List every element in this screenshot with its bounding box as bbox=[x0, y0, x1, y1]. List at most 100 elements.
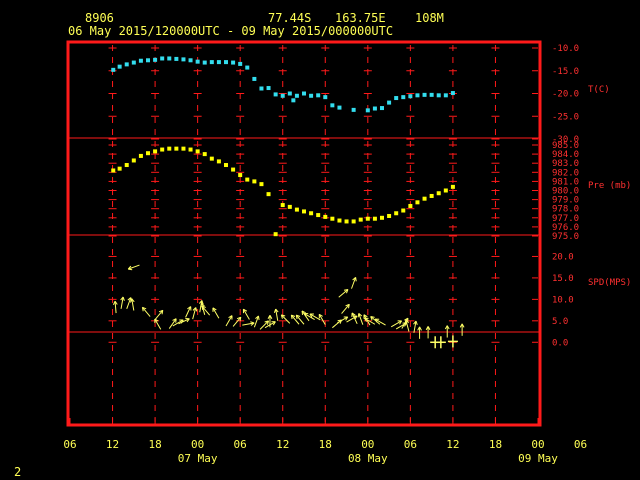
wind-arrow-head bbox=[374, 318, 378, 323]
pressure-point bbox=[245, 177, 250, 182]
wind-arrow-head bbox=[272, 321, 276, 326]
wind-arrow-head bbox=[120, 296, 124, 301]
wind-arrow bbox=[131, 298, 135, 311]
pressure-point bbox=[160, 147, 165, 152]
wind-arrow-head bbox=[122, 296, 125, 301]
wind-arrow-head bbox=[404, 319, 407, 324]
wind-arrow-head bbox=[275, 308, 279, 313]
wind-arrow-head bbox=[250, 321, 255, 324]
wind-arrow bbox=[154, 310, 164, 320]
wind-arrow-head bbox=[273, 308, 277, 313]
wind-arrow bbox=[351, 277, 357, 289]
pressure-point bbox=[224, 163, 228, 168]
pressure-ytick-label: 975.0 bbox=[552, 232, 579, 242]
wind-arrow-head bbox=[291, 314, 296, 317]
x-day-label: 08 May bbox=[348, 452, 388, 465]
x-tick-label: 12 bbox=[446, 438, 459, 451]
pressure-point bbox=[358, 217, 363, 222]
temperature-point bbox=[380, 106, 384, 111]
pressure-point bbox=[124, 163, 129, 168]
wind-arrow bbox=[242, 322, 255, 326]
temperature-point bbox=[195, 59, 200, 64]
pressure-point bbox=[188, 147, 193, 152]
temperature-panel: -10.0 -15.0 -20.0 -25.0 -30.0 T(C) bbox=[108, 44, 610, 145]
temperature-point bbox=[111, 67, 116, 72]
pressure-point bbox=[316, 213, 321, 218]
x-tick-label: 00 bbox=[361, 438, 374, 451]
temperature-ylabel: T(C) bbox=[588, 85, 610, 95]
wind-arrow-head bbox=[357, 313, 360, 318]
pressure-point bbox=[436, 191, 441, 196]
wind-arrow bbox=[120, 296, 124, 309]
wind-arrow-head bbox=[142, 306, 147, 310]
wind-arrow bbox=[370, 316, 381, 325]
station-id: 8906 bbox=[85, 11, 114, 25]
temperature-point bbox=[117, 64, 122, 69]
wind-arrow bbox=[275, 308, 279, 321]
wind-arrow-head bbox=[319, 313, 323, 317]
wind-arrow-head bbox=[444, 325, 448, 330]
x-tick-label: 00 bbox=[191, 438, 204, 451]
wind-arrow-head bbox=[364, 317, 368, 322]
pressure-point bbox=[323, 214, 328, 219]
wind-arrow-head bbox=[172, 318, 177, 321]
wind-arrow-head bbox=[212, 307, 217, 311]
temperature-point bbox=[138, 58, 143, 63]
wind-arrow-head bbox=[264, 320, 269, 323]
x-tick-label: 06 bbox=[234, 438, 247, 451]
wind-arrow bbox=[128, 264, 140, 270]
wind-arrow-head bbox=[290, 314, 293, 320]
wind-arrow-head bbox=[417, 326, 421, 331]
x-tick-label: 12 bbox=[106, 438, 119, 451]
pressure-point bbox=[330, 216, 335, 221]
wind-arrow bbox=[364, 317, 376, 325]
wind-arrow bbox=[280, 314, 291, 324]
wind-arrow-head bbox=[131, 298, 135, 303]
temperature-point bbox=[231, 60, 236, 65]
temperature-point bbox=[160, 56, 165, 61]
x-tick-label: 06 bbox=[63, 438, 76, 451]
pressure-ytick-label: 981.0 bbox=[552, 177, 579, 187]
pressure-point bbox=[351, 219, 356, 224]
wind-arrow-head bbox=[345, 316, 349, 321]
wind-arrow bbox=[201, 303, 206, 315]
wind-arrow bbox=[318, 314, 326, 325]
wind-arrow bbox=[185, 306, 192, 318]
temperature-point bbox=[131, 60, 136, 65]
x-day-label: 07 May bbox=[178, 452, 218, 465]
wind-arrow-head bbox=[358, 313, 363, 317]
wind-arrow-head bbox=[112, 300, 116, 306]
pressure-point bbox=[209, 156, 214, 161]
pressure-ytick-label: 982.0 bbox=[552, 168, 579, 178]
wind-arrow bbox=[242, 308, 250, 320]
pressure-ytick-label: 983.0 bbox=[552, 159, 579, 169]
wind-arrow-head bbox=[236, 316, 241, 320]
temperature-point bbox=[365, 108, 370, 113]
pressure-point bbox=[117, 166, 122, 171]
wind-arrow-head bbox=[141, 307, 144, 312]
temperature-point bbox=[153, 57, 158, 62]
wind-arrow bbox=[212, 307, 220, 319]
wind-arrow bbox=[346, 315, 358, 323]
temperature-point bbox=[408, 94, 413, 99]
wind-arrow-head bbox=[345, 303, 350, 307]
wind-arrow bbox=[154, 318, 162, 330]
temperature-point bbox=[188, 58, 193, 63]
pressure-point bbox=[174, 146, 179, 151]
temperature-point bbox=[146, 58, 150, 63]
temperature-point bbox=[181, 57, 186, 62]
x-tick-label: 06 bbox=[574, 438, 587, 451]
temperature-point bbox=[323, 95, 328, 100]
plot-frame bbox=[66, 40, 542, 427]
wind-arrow bbox=[253, 315, 259, 328]
wind-arrow-head bbox=[129, 298, 133, 303]
wind-arrow-head bbox=[187, 306, 191, 310]
wind-arrow bbox=[259, 320, 269, 330]
x-tick-label: 06 bbox=[404, 438, 417, 451]
x-tick-label: 18 bbox=[319, 438, 332, 451]
wind-ytick-label: 5.0 bbox=[552, 317, 568, 327]
temperature-point bbox=[330, 103, 335, 108]
temperature-ytick-label: -30.0 bbox=[552, 135, 579, 145]
temperature-point bbox=[337, 105, 342, 110]
wind-arrow-head bbox=[186, 318, 190, 323]
